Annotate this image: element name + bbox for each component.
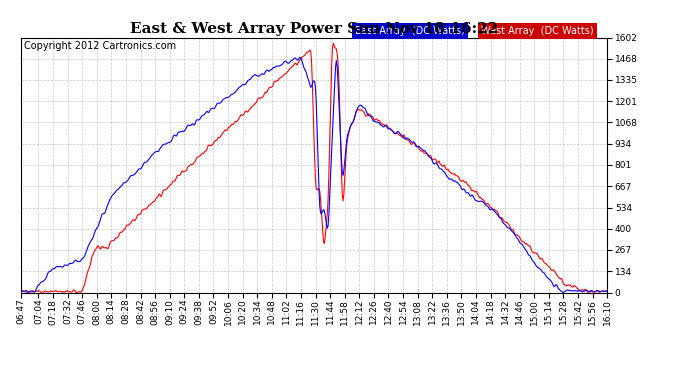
Text: Copyright 2012 Cartronics.com: Copyright 2012 Cartronics.com xyxy=(23,41,176,51)
Text: East Array  (DC Watts): East Array (DC Watts) xyxy=(355,26,465,36)
Title: East & West Array Power Sun Nov 18 16:22: East & West Array Power Sun Nov 18 16:22 xyxy=(130,22,498,36)
Text: West Array  (DC Watts): West Array (DC Watts) xyxy=(481,26,593,36)
